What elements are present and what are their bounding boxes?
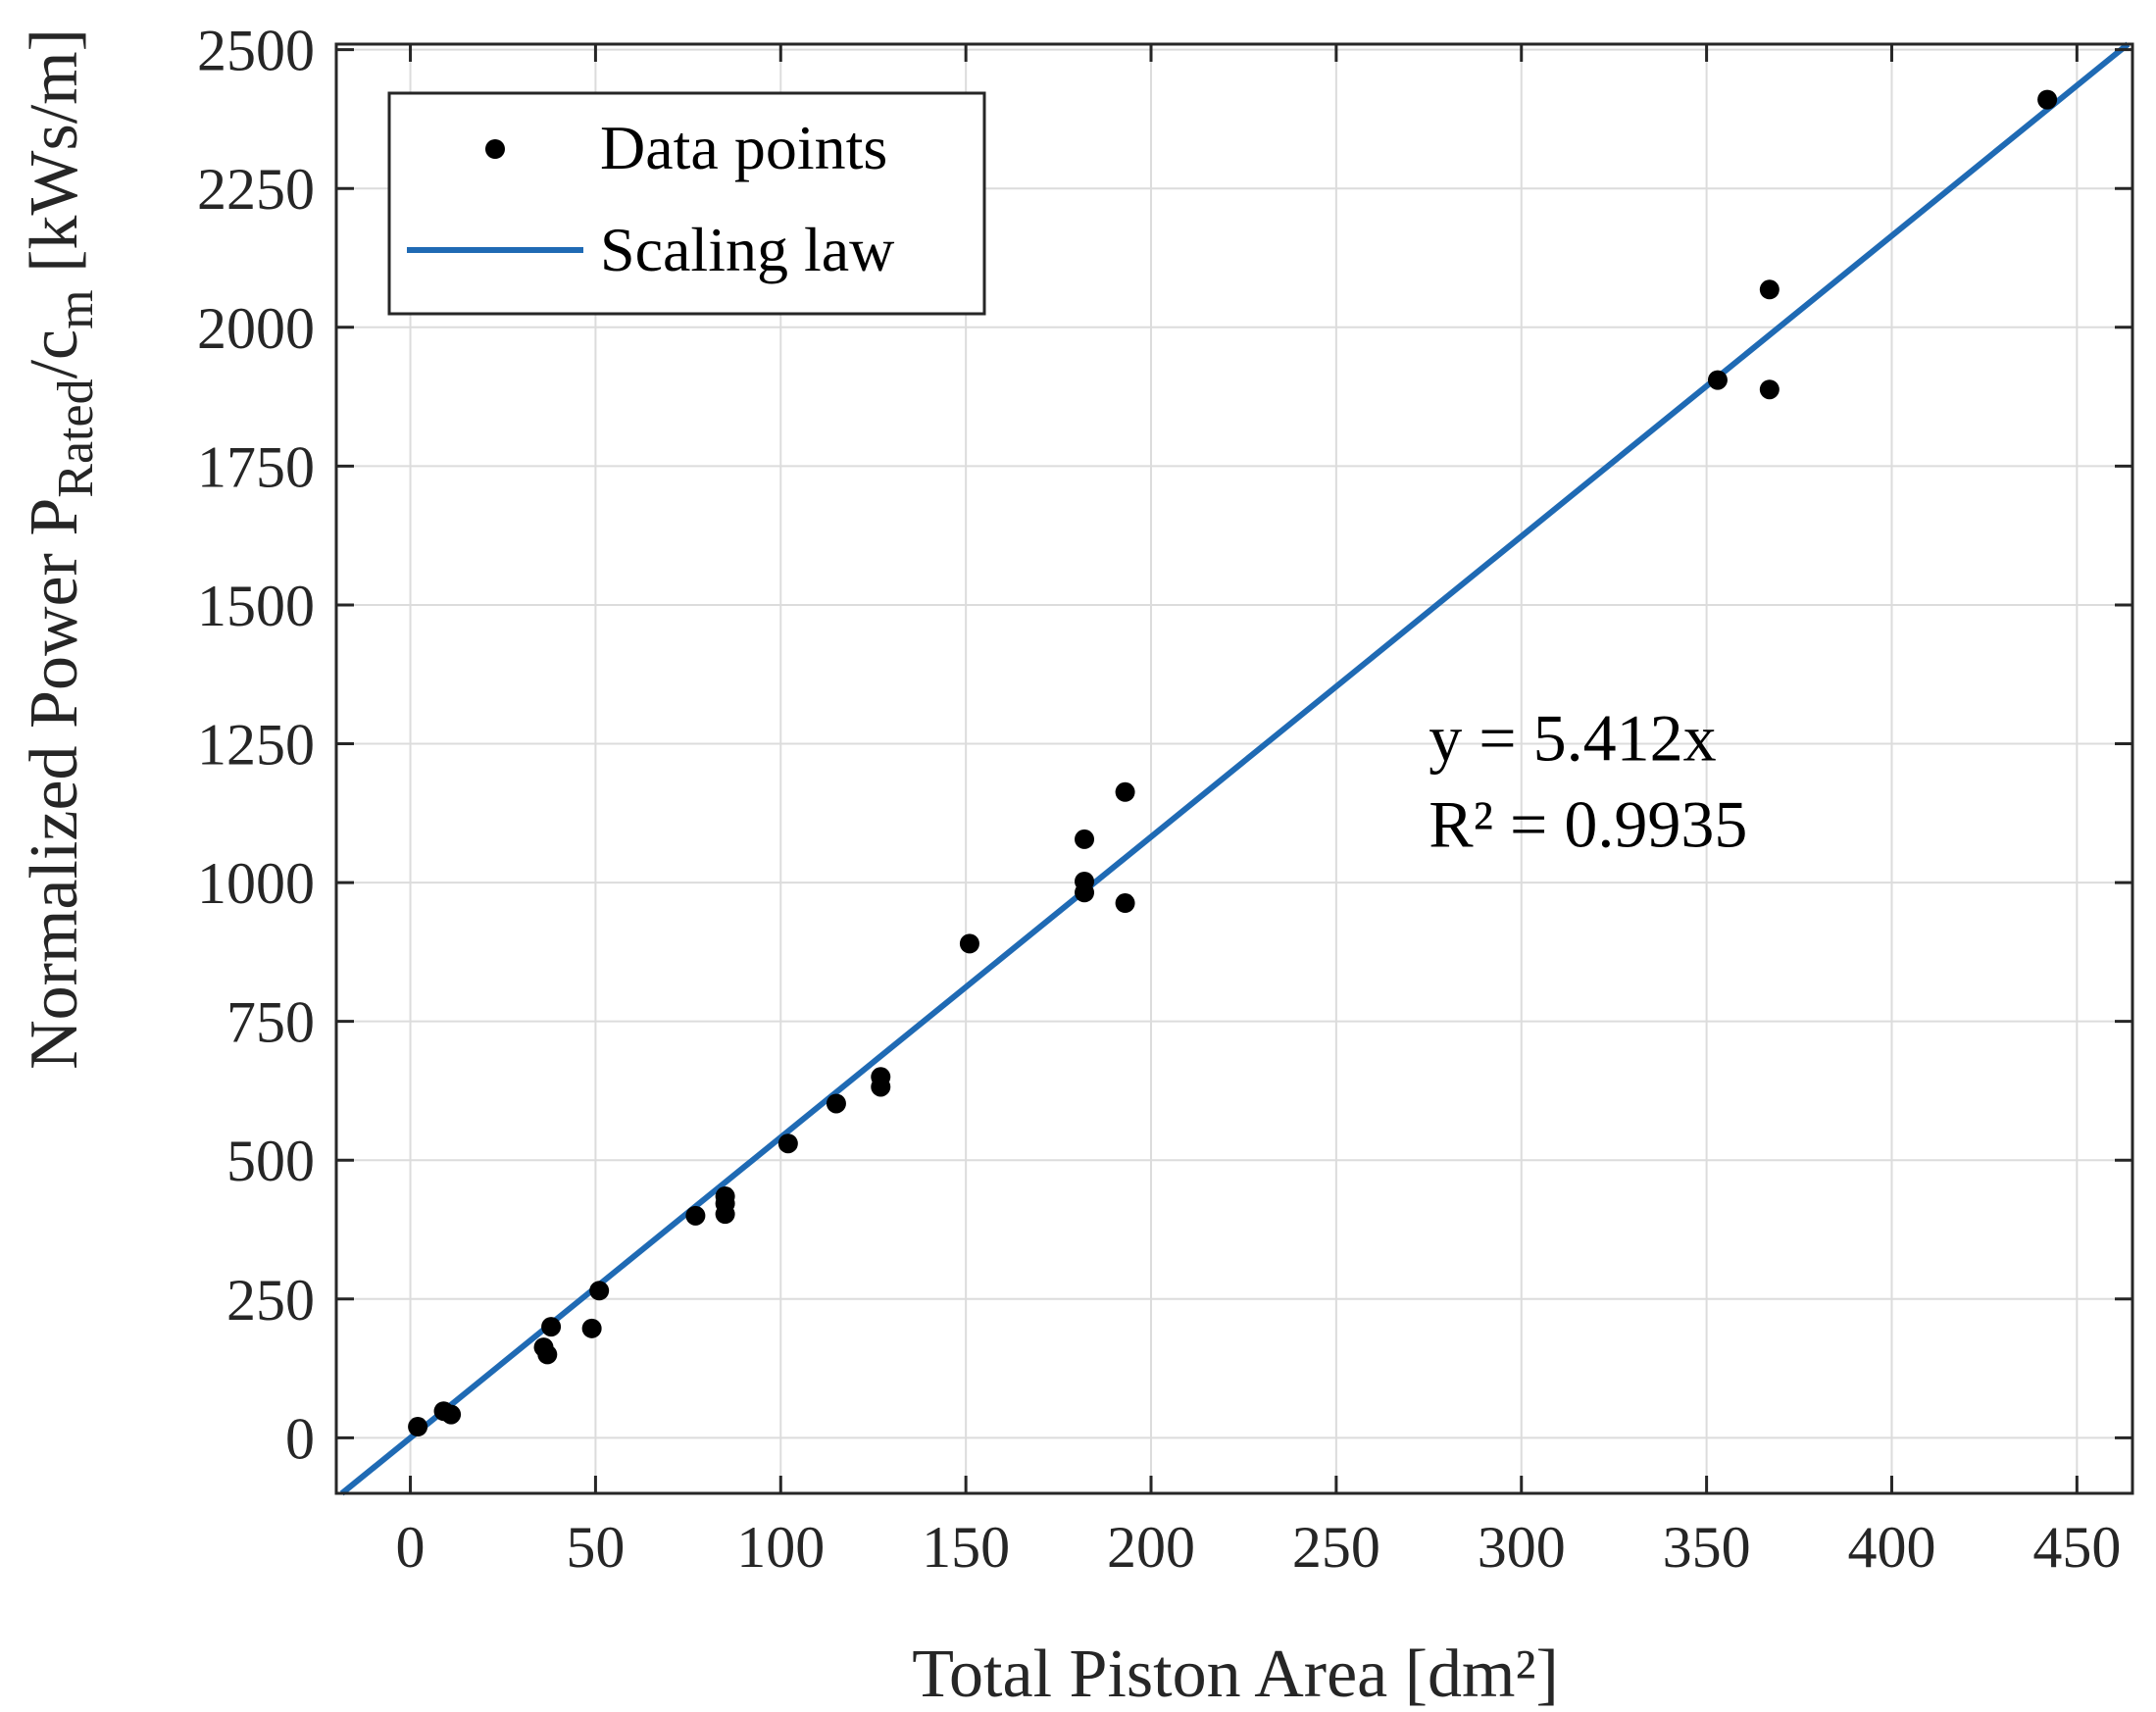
legend-marker-data-points <box>485 139 505 159</box>
y-axis-label-sub-m: m <box>48 289 104 328</box>
x-tick-label: 50 <box>566 1515 625 1580</box>
x-tick-label: 150 <box>922 1515 1010 1580</box>
data-point <box>537 1344 558 1365</box>
grid-lines <box>336 44 2132 1493</box>
data-point <box>589 1281 610 1301</box>
data-point <box>959 933 979 954</box>
y-tick-label: 250 <box>226 1268 315 1333</box>
scaling-law-line <box>339 41 2131 1496</box>
data-point <box>581 1318 602 1338</box>
data-point <box>541 1317 562 1337</box>
x-tick-labels: 0 50 100 150 200 250 300 350 400 450 <box>396 1515 2122 1580</box>
data-point <box>1115 781 1135 802</box>
data-point <box>1707 370 1728 390</box>
x-tick-label: 350 <box>1663 1515 1751 1580</box>
y-tick-label: 1500 <box>197 574 315 638</box>
y-tick-label: 750 <box>226 990 315 1055</box>
equation-annotation: y = 5.412x <box>1429 701 1716 776</box>
x-tick-label: 100 <box>736 1515 825 1580</box>
y-axis-label-main: Normalized Power P <box>17 498 92 1070</box>
legend-box <box>387 91 986 316</box>
y-tick-label: 0 <box>285 1406 315 1471</box>
data-point <box>826 1093 846 1114</box>
data-point <box>871 1067 891 1087</box>
data-point <box>1075 829 1095 849</box>
x-tick-label: 200 <box>1107 1515 1195 1580</box>
data-point <box>1115 893 1135 914</box>
data-points-layer <box>408 89 2058 1437</box>
axis-ticks <box>336 44 2132 1493</box>
data-point <box>1075 882 1095 903</box>
y-tick-label: 500 <box>226 1129 315 1193</box>
legend: Data points Scaling law <box>387 91 986 316</box>
y-tick-label: 1250 <box>197 713 315 778</box>
data-point <box>408 1417 428 1437</box>
x-tick-label: 300 <box>1478 1515 1566 1580</box>
data-point <box>715 1186 735 1207</box>
scaling-law-layer <box>339 41 2131 1496</box>
legend-label-data-points: Data points <box>600 113 887 182</box>
y-tick-label: 2250 <box>197 157 315 222</box>
data-point <box>1759 279 1780 300</box>
data-point <box>777 1133 798 1154</box>
x-tick-label: 450 <box>2032 1515 2121 1580</box>
y-axis-label-slash: /c <box>17 329 92 379</box>
y-tick-label: 2000 <box>197 296 315 361</box>
data-point <box>685 1205 706 1226</box>
annotations: y = 5.412x R² = 0.9935 <box>1429 701 1747 862</box>
data-point <box>2037 89 2058 110</box>
data-point <box>1759 379 1780 400</box>
r-squared-annotation: R² = 0.9935 <box>1429 786 1747 861</box>
legend-label-scaling-law: Scaling law <box>600 215 894 284</box>
x-tick-label: 400 <box>1847 1515 1935 1580</box>
y-tick-labels: 0 250 500 750 1000 1250 1500 1750 2000 2250 2500 <box>197 19 315 1472</box>
y-axis-label-unit: [kWs/m] <box>17 28 92 289</box>
x-tick-label: 0 <box>396 1515 426 1580</box>
plot-frame <box>334 42 2134 1495</box>
x-tick-label: 250 <box>1292 1515 1380 1580</box>
y-axis-label: Normalized Power PRated/cm [kWs/m] <box>17 28 104 1070</box>
x-axis-label: Total Piston Area [dm²] <box>912 1636 1559 1712</box>
data-point <box>441 1404 462 1425</box>
y-tick-label: 2500 <box>197 19 315 83</box>
y-tick-label: 1750 <box>197 434 315 499</box>
y-axis-label-sub-rated: Rated <box>48 378 104 497</box>
y-tick-label: 1000 <box>197 851 315 916</box>
